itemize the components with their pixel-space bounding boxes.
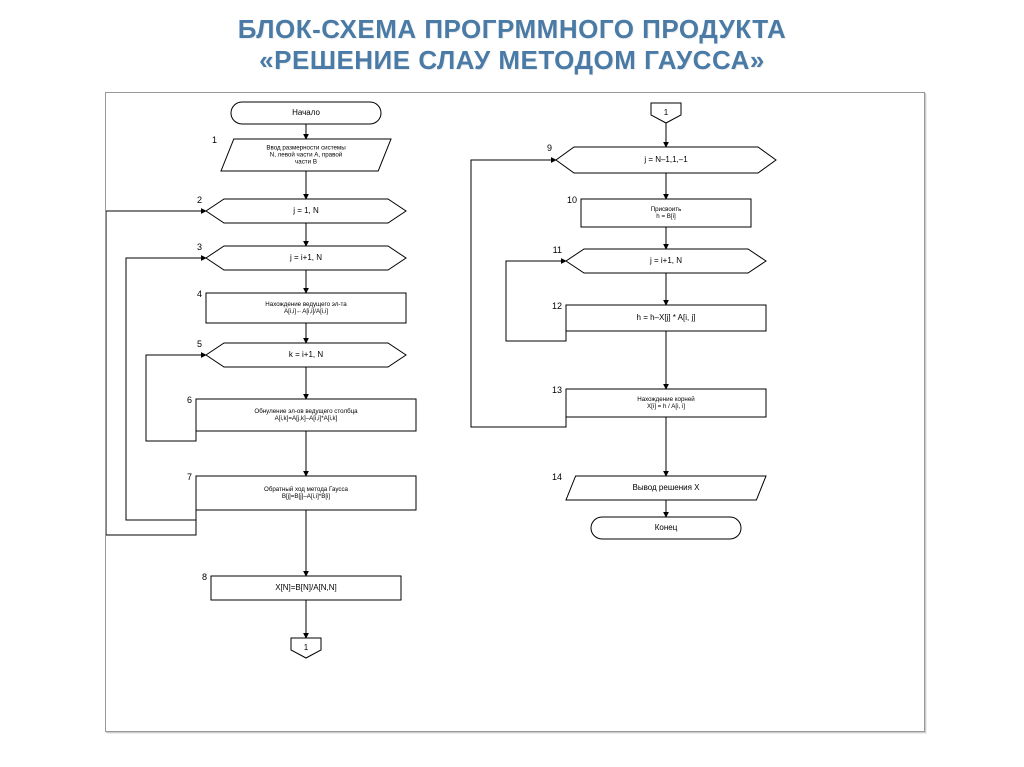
label-n10-1: h = B[i] xyxy=(656,213,676,220)
label-n3-0: j = i+1, N xyxy=(289,253,322,262)
label-n13-1: X[i] = h / A[i, i] xyxy=(647,403,685,410)
label-start-0: Начало xyxy=(292,108,320,117)
loop-return-n2 xyxy=(106,211,206,535)
title-text-1: БЛОК-СХЕМА ПРОГРММНОГО ПРОДУКТА xyxy=(238,14,787,44)
step-number-9: 9 xyxy=(547,143,552,153)
label-n7-0: Обратный ход метода Гаусса xyxy=(264,486,349,493)
flowchart-svg: Начало Ввод размерности системыN, левой ч… xyxy=(106,93,926,733)
step-number-6: 6 xyxy=(187,395,192,405)
label-n14-0: Вывод решения X xyxy=(633,483,701,492)
step-number-13: 13 xyxy=(552,385,562,395)
step-number-8: 8 xyxy=(202,572,207,582)
title-text-2: «РЕШЕНИЕ СЛАУ МЕТОДОМ ГАУССА» xyxy=(259,45,765,75)
label-conn1b-0: 1 xyxy=(664,108,669,117)
page-title: БЛОК-СХЕМА ПРОГРММНОГО ПРОДУКТА «РЕШЕНИЕ… xyxy=(0,0,1024,78)
step-number-12: 12 xyxy=(552,301,562,311)
label-n13-0: Нахождение корней xyxy=(637,396,695,403)
label-n5-0: k = i+1, N xyxy=(289,350,323,359)
step-number-14: 14 xyxy=(552,472,562,482)
label-n1-1: N, левой части А, правой xyxy=(270,152,343,159)
step-number-3: 3 xyxy=(197,242,202,252)
label-end-0: Конец xyxy=(655,523,678,532)
label-n2-0: j = 1, N xyxy=(292,206,319,215)
label-n6-1: A[i,k]=A[j,k]–A[i,i]*A[i,k] xyxy=(275,415,338,422)
label-n1-0: Ввод размерности системы xyxy=(266,145,346,152)
step-number-1: 1 xyxy=(212,135,217,145)
label-n4-0: Нахождение ведущего эл-та xyxy=(265,301,347,308)
label-n12-0: h = h–X[j] * A[i, j] xyxy=(637,313,696,322)
label-conn1a-0: 1 xyxy=(304,643,309,652)
step-number-5: 5 xyxy=(197,339,202,349)
label-n4-1: A[i,i]←A[i,i]/A[i,i] xyxy=(284,308,328,315)
label-n9-0: j = N–1,1,–1 xyxy=(643,155,688,164)
label-n1-2: части В xyxy=(295,159,317,166)
label-n8-0: X[N]=B[N]/A[N,N] xyxy=(275,583,337,592)
step-number-4: 4 xyxy=(197,289,202,299)
step-number-11: 11 xyxy=(553,245,562,255)
label-n7-1: B[j]=B[j]–A[i,i]*B[i] xyxy=(282,493,331,500)
label-n6-0: Обнуление эл-ов ведущего столбца xyxy=(254,408,358,415)
step-number-7: 7 xyxy=(187,472,192,482)
diagram-frame: Начало Ввод размерности системыN, левой ч… xyxy=(105,92,925,732)
step-number-2: 2 xyxy=(197,195,202,205)
step-number-10: 10 xyxy=(567,195,577,205)
label-n11-0: j = i+1, N xyxy=(649,256,682,265)
loop-return-n3 xyxy=(126,258,206,520)
label-n10-0: Присвоить xyxy=(651,206,682,213)
